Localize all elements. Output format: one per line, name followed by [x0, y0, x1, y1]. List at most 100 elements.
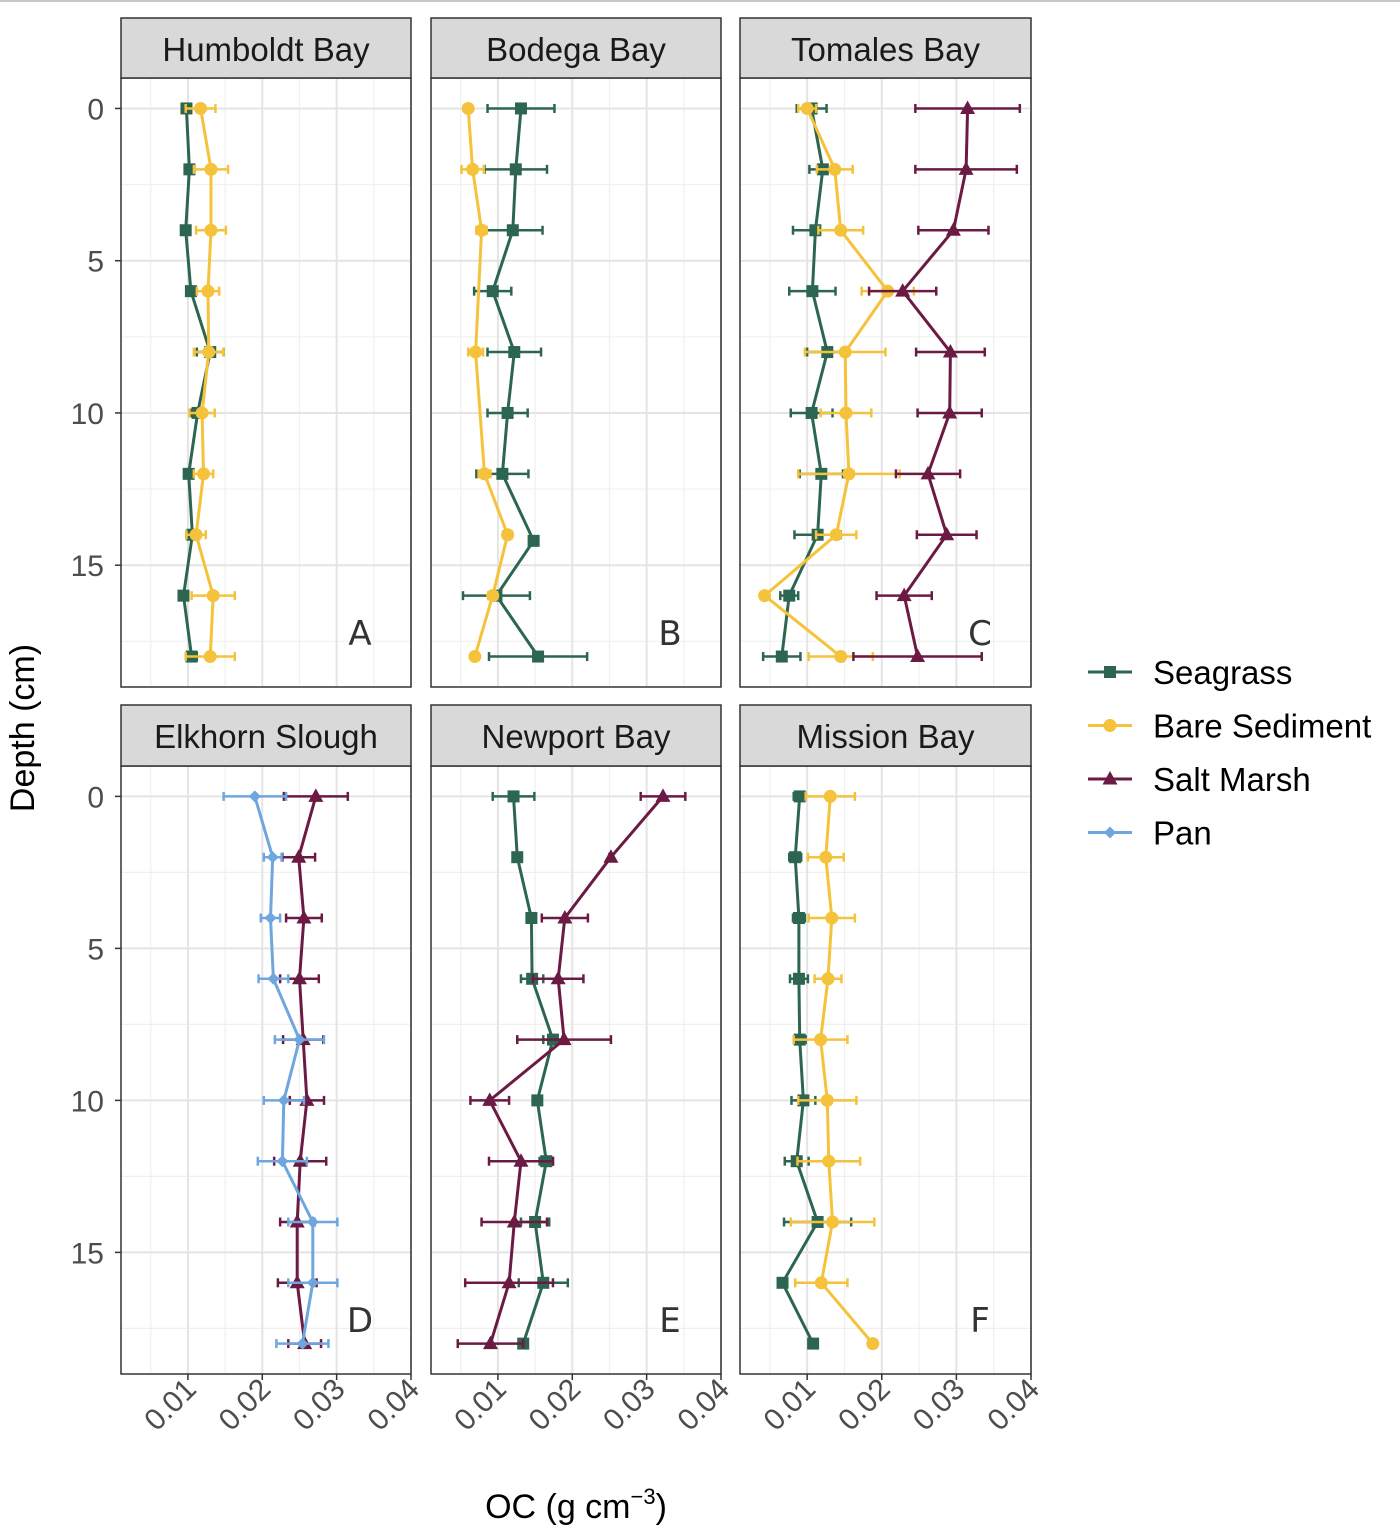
legend-item: Seagrass	[1088, 654, 1292, 691]
panel-elkhorn-slough: Elkhorn Slough D 0 5 10 15 0.01 0.02 0.03 0.04	[71, 704, 426, 1438]
panel-bodega-bay: Bodega Bay B	[430, 17, 722, 688]
data-point	[838, 345, 852, 359]
y-tick-label: 10	[71, 398, 104, 431]
data-point	[264, 912, 277, 924]
data-point	[939, 526, 955, 541]
data-point	[800, 101, 814, 115]
data-point	[556, 1031, 572, 1046]
data-point	[202, 345, 216, 359]
panel-title: Bodega Bay	[486, 31, 666, 68]
data-point	[527, 534, 540, 547]
data-point	[501, 406, 514, 419]
data-point	[475, 223, 489, 237]
strip-background	[120, 704, 412, 767]
data-point	[461, 101, 475, 115]
data-point	[248, 790, 261, 803]
data-point	[501, 1274, 517, 1289]
data-point	[792, 912, 805, 924]
data-point	[266, 851, 279, 864]
x-tick-label: 0.01	[448, 1373, 513, 1438]
y-tick-label: 15	[71, 1237, 104, 1270]
data-point	[276, 1155, 289, 1168]
series-line	[512, 796, 555, 1345]
data-point	[486, 589, 500, 603]
legend-label: Seagrass	[1153, 654, 1292, 691]
data-point	[509, 163, 522, 176]
series-bare-sediment	[789, 789, 880, 1351]
x-tick-label: 0.04	[671, 1373, 736, 1438]
data-point	[839, 406, 853, 420]
panel-title: Elkhorn Slough	[154, 718, 378, 755]
panel-letter: C	[968, 614, 992, 654]
strip-background	[430, 17, 722, 79]
x-tick-label: 0.03	[597, 1373, 662, 1438]
data-point	[789, 851, 802, 864]
legend-label: Bare Sediment	[1153, 708, 1371, 745]
y-tick-label: 5	[87, 246, 104, 279]
data-point	[206, 589, 220, 603]
series-line	[253, 795, 315, 1344]
data-point	[194, 101, 208, 115]
x-tick-label: 0.02	[213, 1373, 278, 1438]
data-point	[829, 528, 843, 542]
data-point	[819, 850, 833, 864]
data-point	[820, 1093, 834, 1107]
panel-background	[121, 78, 411, 687]
panel-title: Mission Bay	[797, 718, 975, 755]
series-line	[901, 108, 970, 657]
data-point	[783, 589, 796, 602]
data-point	[478, 467, 492, 481]
data-point	[776, 1276, 789, 1289]
series-line	[819, 796, 874, 1345]
data-point	[296, 910, 312, 924]
x-tick-label: 0.04	[361, 1373, 426, 1438]
y-tick-label: 5	[87, 933, 104, 966]
panel-letter: F	[970, 1301, 990, 1341]
data-point	[807, 1337, 820, 1350]
data-point	[960, 100, 976, 114]
data-point	[842, 467, 856, 481]
x-tick-label: 0.03	[287, 1373, 352, 1438]
panel-letter: B	[658, 614, 681, 654]
series-bare-sediment	[758, 101, 916, 664]
x-tick-label: 0.01	[757, 1373, 822, 1438]
x-tick-label: 0.04	[981, 1373, 1046, 1438]
legend-item: Bare Sediment	[1088, 708, 1371, 745]
data-point	[942, 344, 958, 358]
legend-label: Pan	[1153, 815, 1212, 852]
data-point	[531, 1094, 544, 1107]
data-point	[291, 970, 307, 985]
data-point	[826, 1215, 840, 1229]
data-point	[179, 224, 192, 237]
data-point	[306, 1216, 319, 1228]
data-point	[506, 224, 519, 237]
legend-key-marker	[1104, 666, 1116, 678]
data-point	[758, 589, 772, 603]
data-point	[482, 1092, 498, 1106]
data-point	[557, 910, 573, 924]
data-point	[184, 285, 197, 298]
data-point	[910, 648, 926, 663]
series-pan	[222, 790, 339, 1350]
data-point	[277, 1094, 290, 1107]
panel-letter: A	[348, 614, 371, 654]
data-point	[775, 650, 788, 663]
data-point	[896, 587, 912, 602]
data-point	[895, 283, 911, 297]
y-axis-title: Depth (cm)	[4, 644, 42, 812]
series-salt-marsh	[852, 100, 1022, 663]
data-point	[792, 972, 805, 985]
data-point	[532, 650, 545, 663]
legend-key-marker	[1104, 826, 1116, 839]
data-point	[821, 972, 835, 986]
panel-newport-bay: Newport Bay E 0.01 0.02 0.03 0.04	[430, 704, 736, 1438]
strip-background	[430, 704, 722, 767]
data-point	[177, 589, 190, 602]
data-point	[513, 1153, 529, 1167]
series-line	[780, 108, 829, 657]
x-tick-label: 0.02	[832, 1373, 897, 1438]
data-point	[550, 970, 566, 985]
data-point	[825, 911, 839, 925]
data-point	[486, 285, 499, 298]
panel-mission-bay: Mission Bay F 0.01 0.02 0.03 0.04	[739, 704, 1046, 1438]
